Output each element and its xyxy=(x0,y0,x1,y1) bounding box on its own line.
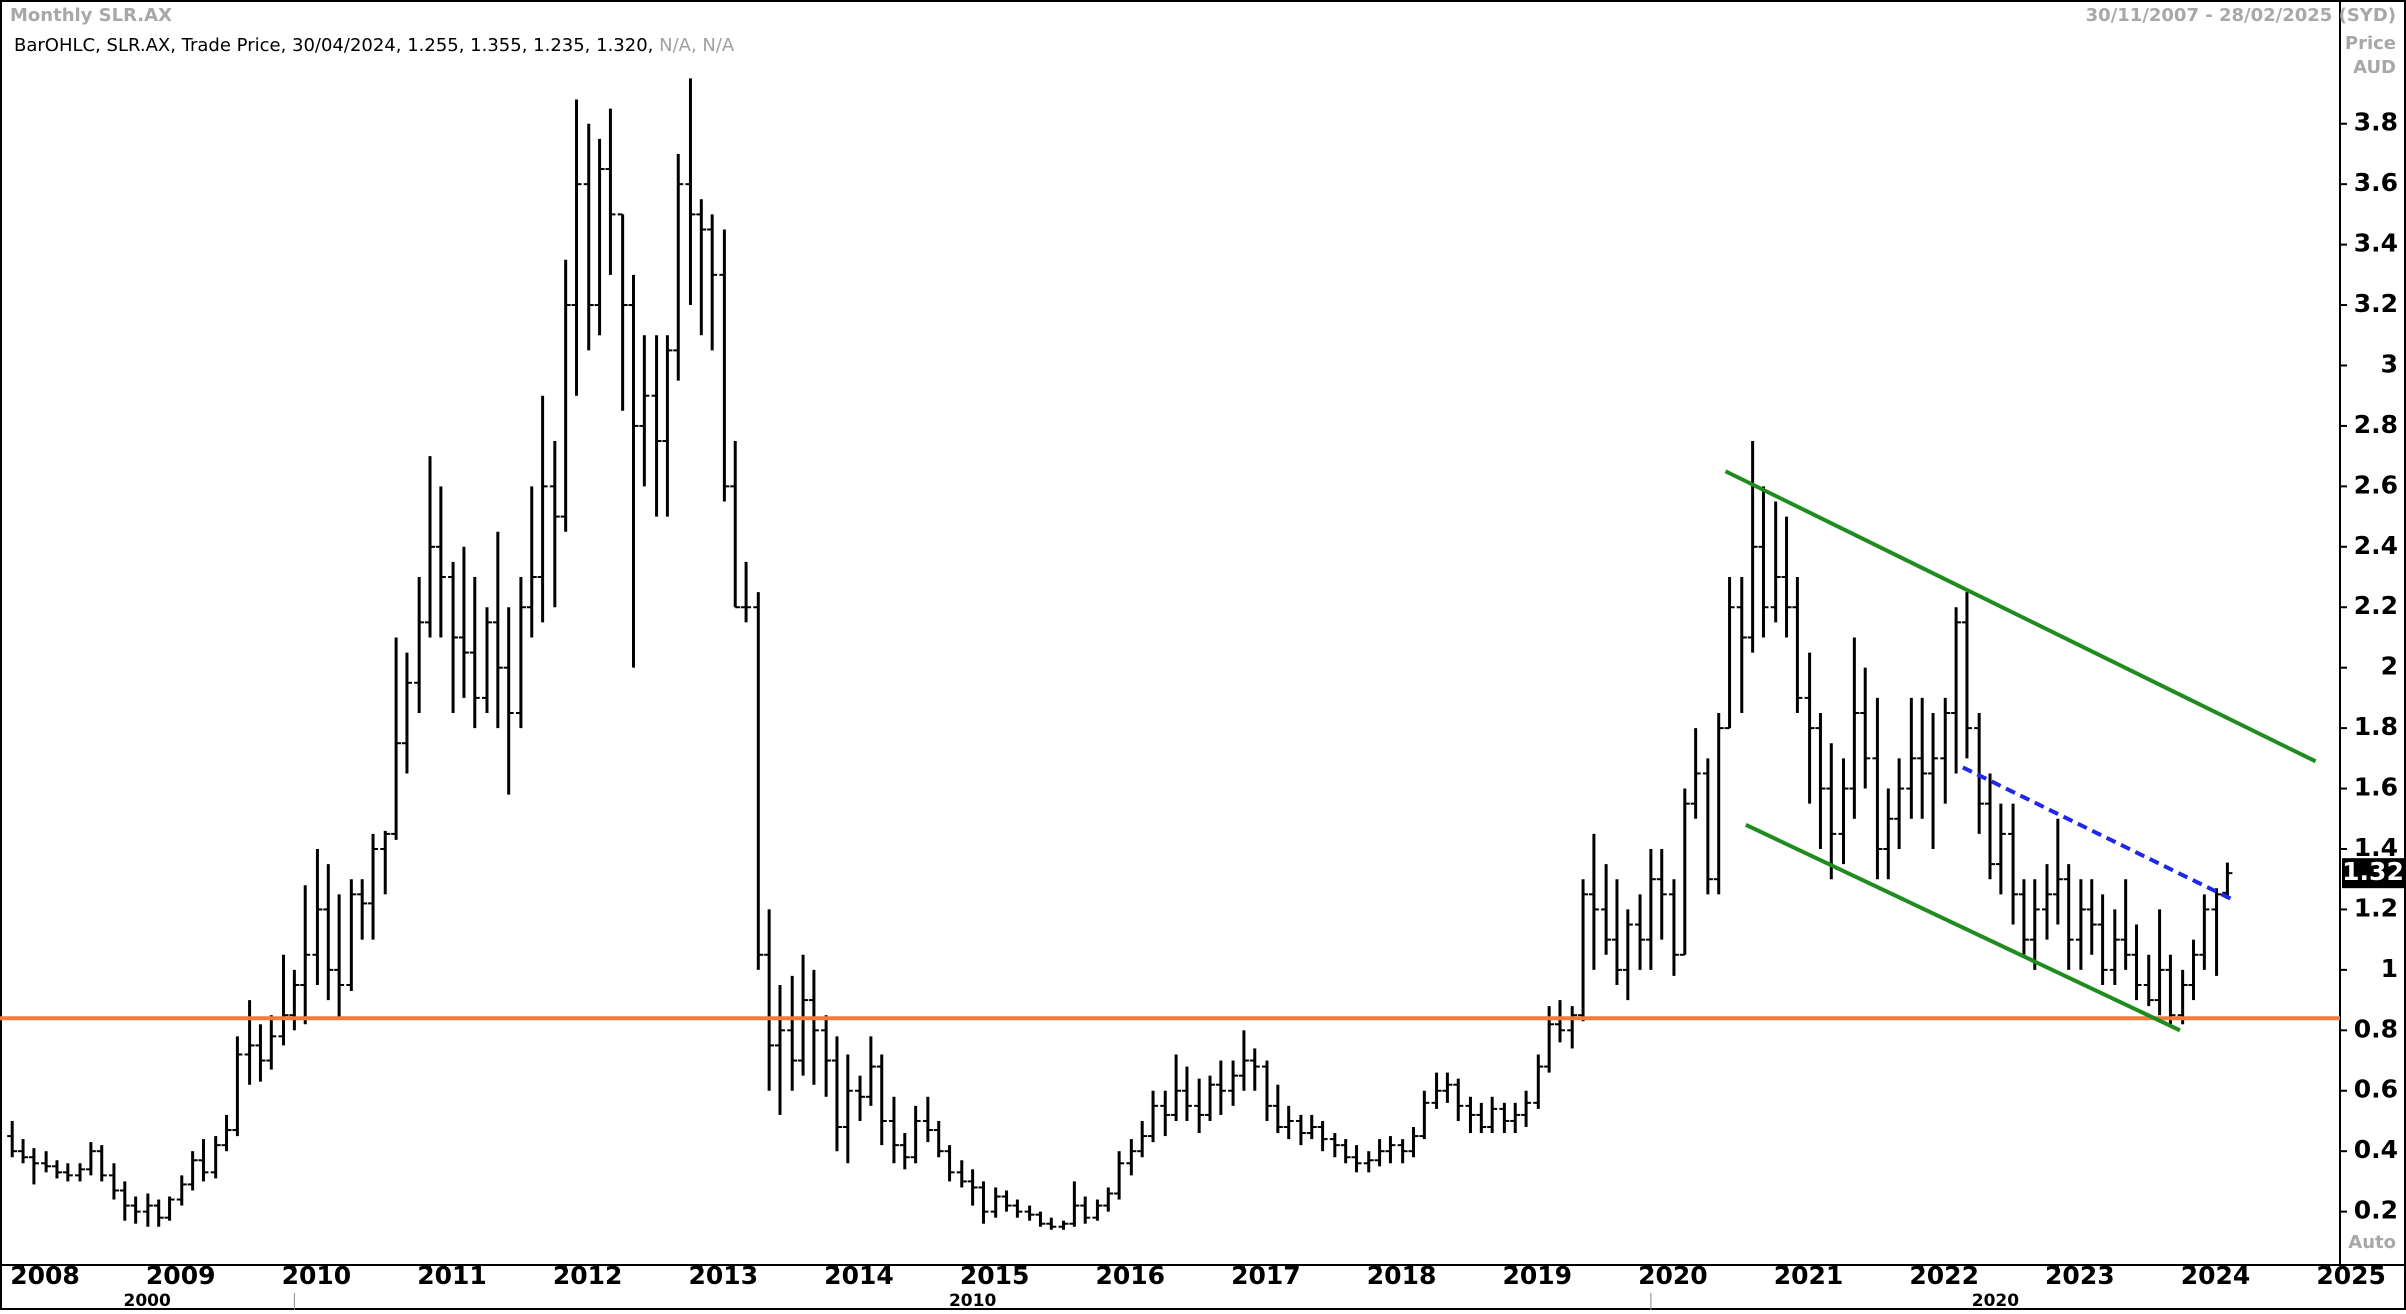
x-tick-label: 2011 xyxy=(417,1261,487,1290)
y-tick-label: 2.2 xyxy=(2354,591,2398,620)
y-tick-label: 0.4 xyxy=(2354,1135,2398,1164)
x-tick-label: 2010 xyxy=(282,1261,352,1290)
trendline xyxy=(1744,823,2181,1033)
y-tick-label: 0.6 xyxy=(2354,1075,2398,1104)
y-tick-label: 0.8 xyxy=(2354,1014,2398,1043)
x-tick-label: 2023 xyxy=(2045,1261,2115,1290)
y-tick-label: 1.4 xyxy=(2354,833,2398,862)
scale-mode: Auto xyxy=(2348,1232,2396,1253)
y-tick-label: 1.6 xyxy=(2354,773,2398,802)
y-axis-label: Price xyxy=(2345,33,2396,54)
trendline xyxy=(1724,469,2317,764)
x-tick-label: 2008 xyxy=(10,1261,80,1290)
x-tick-label: 2014 xyxy=(824,1261,894,1290)
y-axis-unit: AUD xyxy=(2353,57,2396,78)
x-tick-label: 2019 xyxy=(1502,1261,1572,1290)
y-tick-label: 3 xyxy=(2381,349,2398,378)
x-tick-label: 2018 xyxy=(1367,1261,1437,1290)
y-tick-label: 2.4 xyxy=(2354,531,2398,560)
x-tick-label: 2024 xyxy=(2181,1261,2251,1290)
y-tick-label: 1 xyxy=(2381,954,2398,983)
legend-na: N/A, N/A xyxy=(659,35,735,56)
x-tick-label: 2017 xyxy=(1231,1261,1301,1290)
last-price-label: 1.32 xyxy=(2342,857,2404,886)
decade-label: 2010 xyxy=(949,1291,996,1310)
y-tick-label: 2 xyxy=(2381,652,2398,681)
x-tick-label: 2012 xyxy=(553,1261,623,1290)
date-range: 30/11/2007 - 28/02/2025 (SYD) xyxy=(2086,5,2396,26)
legend: BarOHLC, SLR.AX, Trade Price, 30/04/2024… xyxy=(14,35,735,56)
decade-label: 2000 xyxy=(124,1291,171,1310)
trendline xyxy=(1962,765,2236,903)
legend-text: BarOHLC, SLR.AX, Trade Price, 30/04/2024… xyxy=(14,35,653,56)
x-tick-label: 2016 xyxy=(1095,1261,1165,1290)
chart-title: Monthly SLR.AX xyxy=(10,5,172,26)
x-tick-label: 2013 xyxy=(689,1261,759,1290)
y-tick-label: 1.8 xyxy=(2354,712,2398,741)
y-tick-label: 2.8 xyxy=(2354,410,2398,439)
x-tick-label: 2022 xyxy=(1909,1261,1979,1290)
last-price-box xyxy=(2342,858,2404,889)
y-tick-label: 2.6 xyxy=(2354,470,2398,499)
y-tick-label: 3.8 xyxy=(2354,108,2398,137)
x-tick-label: 2009 xyxy=(146,1261,216,1290)
x-tick-label: 2020 xyxy=(1638,1261,1708,1290)
x-tick-label: 2021 xyxy=(1774,1261,1844,1290)
x-tick-label: 2025 xyxy=(2316,1261,2386,1290)
x-tick-label: 2015 xyxy=(960,1261,1030,1290)
y-tick-label: 3.2 xyxy=(2354,289,2398,318)
y-tick-label: 3.4 xyxy=(2354,229,2398,258)
decade-label: 2020 xyxy=(1972,1291,2019,1310)
y-tick-label: 3.6 xyxy=(2354,168,2398,197)
y-tick-label: 0.2 xyxy=(2354,1196,2398,1225)
y-tick-label: 1.2 xyxy=(2354,893,2398,922)
